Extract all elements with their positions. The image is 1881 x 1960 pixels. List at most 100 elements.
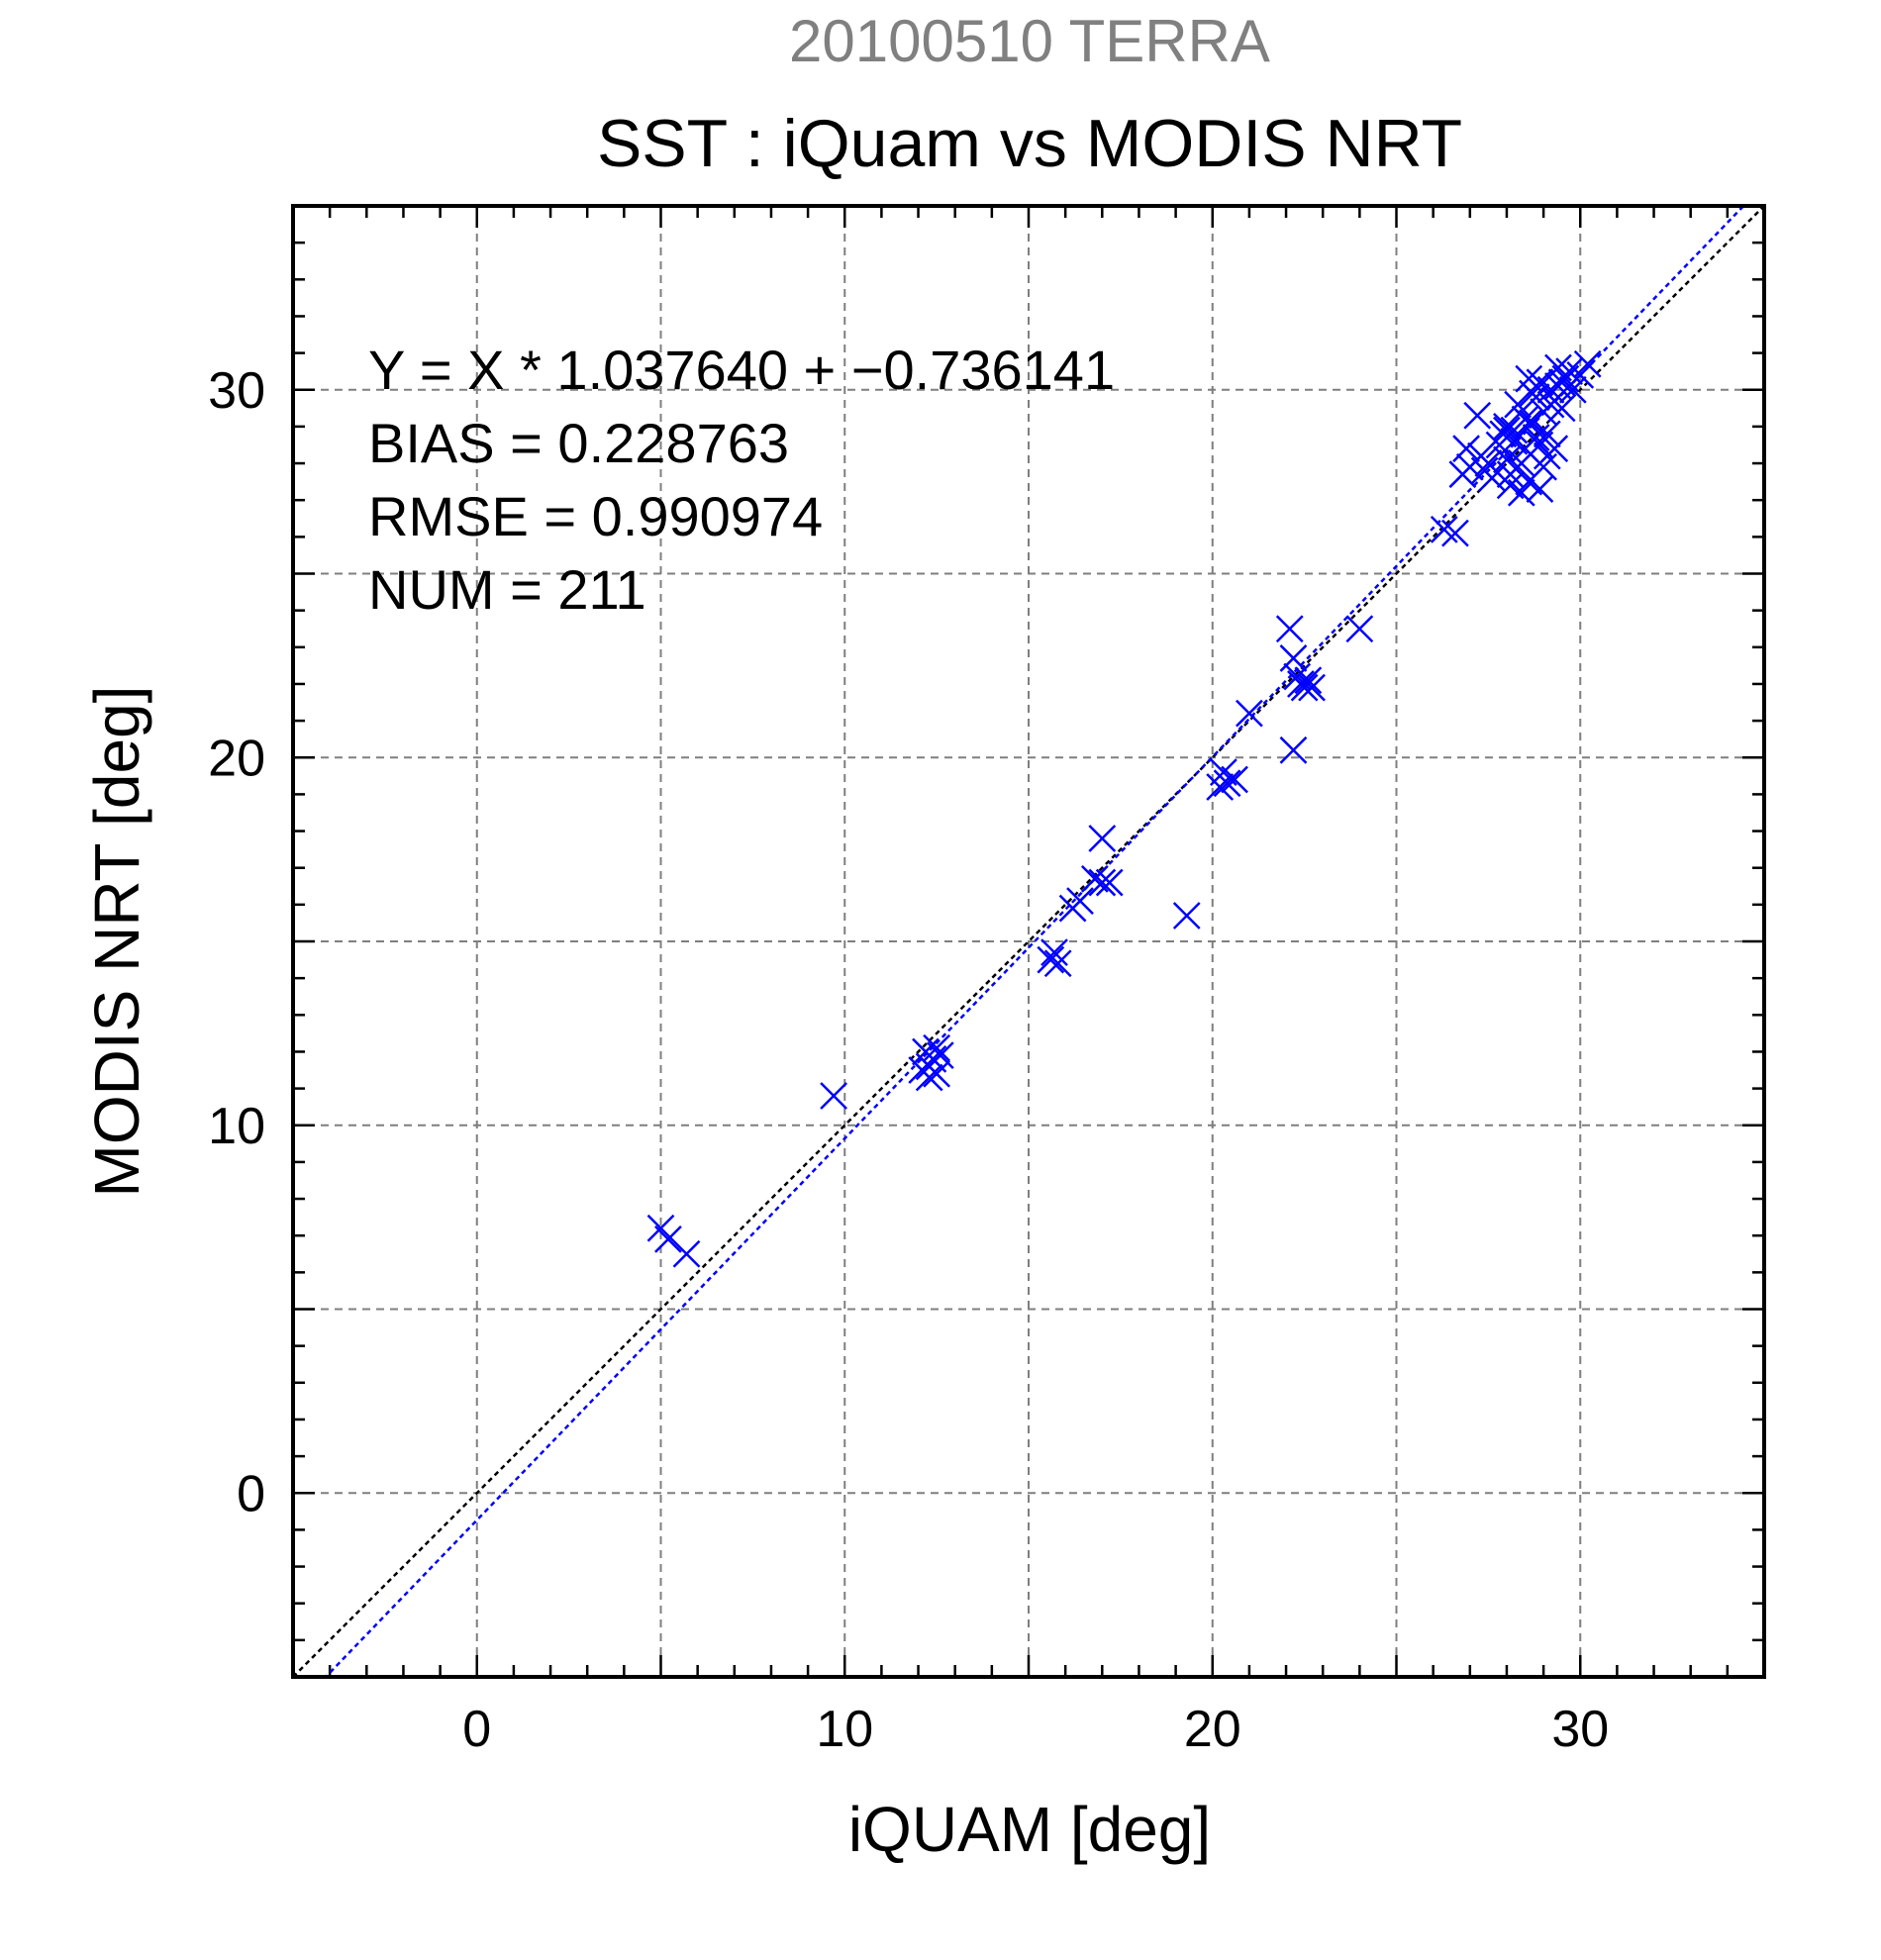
data-point-stroke bbox=[1213, 769, 1241, 798]
data-point bbox=[1526, 475, 1554, 503]
data-point bbox=[915, 1052, 943, 1081]
data-point-stroke bbox=[1043, 949, 1072, 978]
stats-rmse: RMSE = 0.990974 bbox=[368, 485, 823, 547]
data-point-stroke bbox=[1236, 699, 1263, 728]
data-point bbox=[1504, 390, 1532, 419]
data-point-stroke bbox=[1210, 758, 1238, 786]
data-point bbox=[1236, 699, 1263, 728]
data-point-stroke bbox=[1040, 938, 1068, 967]
data-point-stroke bbox=[1470, 456, 1499, 485]
data-point bbox=[1573, 349, 1602, 378]
data-point bbox=[1221, 765, 1248, 794]
data-point bbox=[1037, 945, 1065, 974]
data-point-stroke bbox=[915, 1052, 943, 1081]
data-point-stroke bbox=[646, 1214, 675, 1242]
data-point-stroke bbox=[1526, 475, 1554, 503]
data-point bbox=[1493, 413, 1521, 441]
data-point-stroke bbox=[1474, 449, 1503, 477]
x-axis-label: iQUAM [deg] bbox=[848, 1794, 1211, 1865]
data-point-stroke bbox=[1441, 519, 1469, 547]
data-point bbox=[1536, 390, 1565, 419]
data-point-stroke bbox=[1275, 615, 1304, 643]
data-point-stroke bbox=[1066, 887, 1094, 916]
data-point bbox=[1345, 615, 1374, 643]
x-tick-labels: 0 10 20 30 bbox=[462, 1701, 1609, 1758]
data-point-stroke bbox=[1452, 435, 1480, 463]
data-point bbox=[915, 1063, 943, 1092]
stats-block: Y = X * 1.037640 + −0.736141 BIAS = 0.22… bbox=[368, 339, 1115, 621]
data-point bbox=[923, 1033, 951, 1062]
data-point-stroke bbox=[919, 1044, 947, 1073]
data-point bbox=[1290, 673, 1319, 702]
stats-fit-equation: Y = X * 1.037640 + −0.736141 bbox=[368, 339, 1115, 401]
data-point-stroke bbox=[1080, 864, 1109, 893]
data-point-stroke bbox=[1504, 390, 1532, 419]
data-point-stroke bbox=[1515, 364, 1543, 393]
data-point-stroke bbox=[1504, 452, 1532, 481]
stats-bias: BIAS = 0.228763 bbox=[368, 412, 789, 474]
y-tick-label: 20 bbox=[208, 730, 265, 787]
data-point bbox=[1294, 666, 1323, 695]
data-point bbox=[1463, 401, 1492, 430]
data-point-stroke bbox=[1522, 424, 1550, 451]
data-point-stroke bbox=[820, 1082, 847, 1110]
data-point-stroke bbox=[1298, 673, 1326, 702]
data-point-stroke bbox=[1345, 615, 1374, 643]
data-point-stroke bbox=[1283, 662, 1312, 691]
plot-frame bbox=[291, 204, 1766, 1679]
x-tick-label: 20 bbox=[1184, 1701, 1241, 1758]
data-point bbox=[1213, 769, 1241, 798]
data-point-stroke bbox=[1496, 471, 1525, 500]
data-point bbox=[1279, 735, 1308, 764]
data-point-stroke bbox=[1500, 427, 1529, 455]
data-point-stroke bbox=[1088, 868, 1117, 897]
y-axis-label: MODIS NRT [deg] bbox=[81, 686, 152, 1198]
data-point-stroke bbox=[1279, 735, 1308, 764]
data-point bbox=[1522, 424, 1550, 451]
data-point bbox=[1526, 431, 1554, 459]
data-point bbox=[1493, 416, 1521, 444]
chart-suptitle: 20100510 TERRA bbox=[789, 8, 1270, 74]
data-point bbox=[672, 1239, 701, 1268]
data-point bbox=[1172, 902, 1201, 930]
data-point bbox=[1515, 409, 1543, 438]
data-point-stroke bbox=[1463, 401, 1492, 430]
stats-num: NUM = 211 bbox=[368, 558, 646, 621]
data-point bbox=[1279, 644, 1308, 672]
y-tick-label: 30 bbox=[208, 362, 265, 420]
data-point-stroke bbox=[1526, 431, 1554, 459]
data-point-stroke bbox=[1493, 445, 1521, 474]
data-point bbox=[1519, 379, 1546, 408]
data-point bbox=[1452, 435, 1480, 463]
data-point-stroke bbox=[672, 1239, 701, 1268]
data-point-stroke bbox=[1221, 765, 1248, 794]
data-point bbox=[1088, 825, 1117, 852]
chart-title: SST : iQuam vs MODIS NRT bbox=[597, 106, 1462, 181]
data-point-stroke bbox=[1536, 390, 1565, 419]
data-point bbox=[1095, 868, 1124, 897]
y-tick-labels: 0 10 20 30 bbox=[208, 362, 265, 1523]
data-point bbox=[1547, 368, 1576, 397]
x-tick-label: 10 bbox=[816, 1701, 873, 1758]
data-point-stroke bbox=[915, 1063, 943, 1092]
data-point-stroke bbox=[1095, 868, 1124, 897]
data-point-stroke bbox=[1088, 825, 1117, 852]
data-points bbox=[646, 349, 1602, 1268]
data-point-stroke bbox=[1290, 673, 1319, 702]
data-point-stroke bbox=[923, 1033, 951, 1062]
data-point-stroke bbox=[1530, 452, 1557, 481]
data-point bbox=[654, 1225, 682, 1253]
data-point-stroke bbox=[1558, 375, 1587, 404]
data-point-stroke bbox=[1519, 379, 1546, 408]
data-point-stroke bbox=[1547, 368, 1576, 397]
data-point bbox=[1275, 615, 1304, 643]
data-point-stroke bbox=[1493, 416, 1521, 444]
data-point bbox=[1298, 673, 1326, 702]
data-point bbox=[820, 1082, 847, 1110]
y-tick-label: 10 bbox=[208, 1098, 265, 1155]
data-point-stroke bbox=[1533, 441, 1561, 470]
data-point-stroke bbox=[1544, 353, 1572, 382]
x-tick-label: 30 bbox=[1551, 1701, 1609, 1758]
data-point-stroke bbox=[654, 1225, 682, 1253]
data-point bbox=[1547, 394, 1576, 423]
